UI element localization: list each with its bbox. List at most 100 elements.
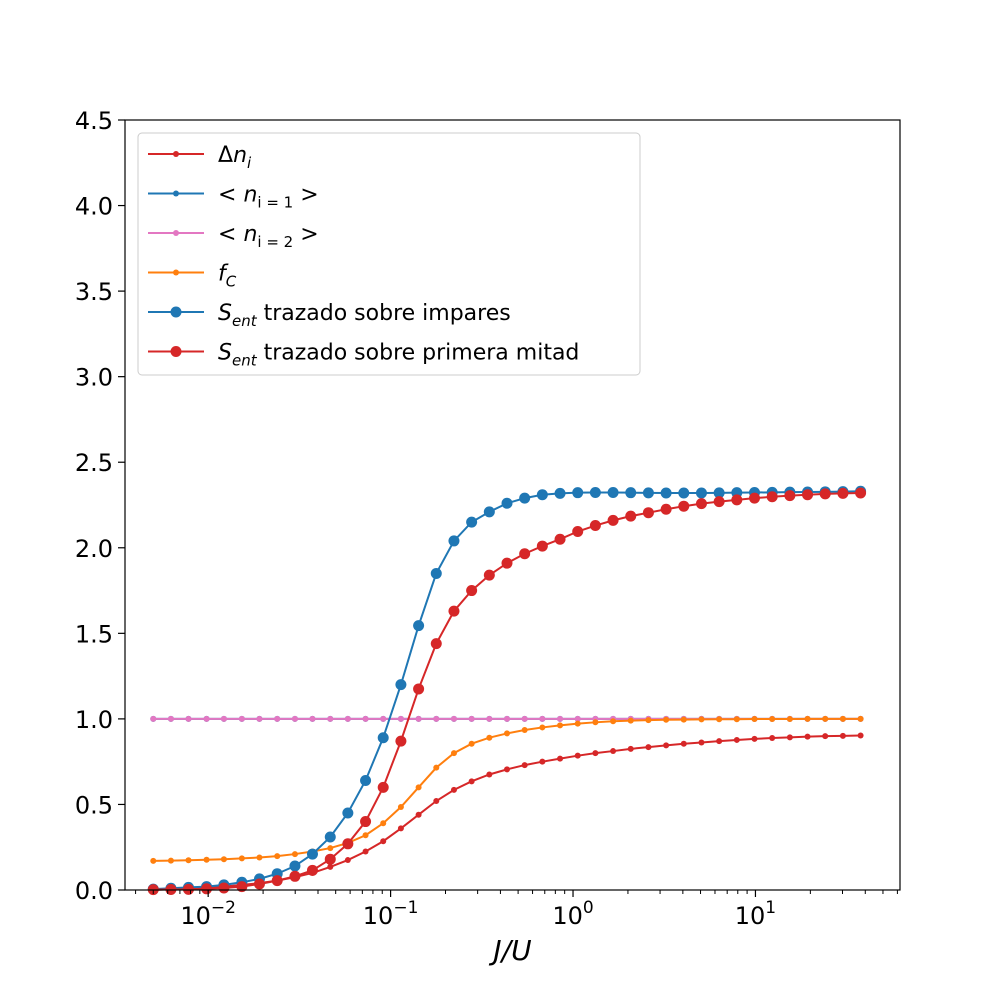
y-tick-label: 1.0 xyxy=(75,706,113,734)
data-point xyxy=(483,506,495,518)
legend-marker xyxy=(173,269,179,276)
legend-label: Δni xyxy=(218,143,252,172)
data-point xyxy=(786,716,793,723)
data-point xyxy=(324,831,336,843)
data-point xyxy=(413,683,425,695)
data-point xyxy=(733,736,740,743)
data-point xyxy=(360,816,372,828)
data-point xyxy=(822,715,829,722)
data-point xyxy=(642,487,654,499)
legend-box xyxy=(137,132,641,376)
y-tick-label: 1.5 xyxy=(75,620,113,648)
data-point xyxy=(360,774,372,786)
data-point xyxy=(769,735,776,742)
legend-marker xyxy=(170,346,182,357)
data-point xyxy=(607,487,619,499)
data-point xyxy=(306,864,318,876)
data-point xyxy=(450,750,457,757)
data-point xyxy=(236,881,248,893)
legend-marker xyxy=(173,230,179,236)
data-point xyxy=(344,857,351,864)
data-point xyxy=(415,715,422,722)
data-point xyxy=(344,715,351,722)
data-point xyxy=(324,853,336,865)
data-point xyxy=(450,786,457,793)
data-point xyxy=(380,715,387,722)
data-point xyxy=(309,715,316,722)
data-point xyxy=(786,734,793,741)
x-tick-label: 101 xyxy=(735,898,776,930)
data-point xyxy=(592,750,599,757)
data-point xyxy=(380,820,387,827)
data-point xyxy=(695,487,707,499)
data-point xyxy=(397,804,404,811)
data-point xyxy=(448,605,460,617)
x-axis: 10−2 10−1 100 101 xyxy=(135,890,898,930)
data-point xyxy=(607,514,619,526)
data-point xyxy=(504,766,510,773)
data-point xyxy=(574,715,581,722)
data-point xyxy=(483,569,495,581)
series-3 xyxy=(150,715,864,864)
data-point xyxy=(415,784,422,791)
data-point xyxy=(557,722,564,729)
data-point xyxy=(486,734,493,741)
data-point xyxy=(572,526,584,538)
data-point xyxy=(504,730,510,737)
data-point xyxy=(468,715,475,722)
data-point xyxy=(203,856,210,863)
data-point xyxy=(554,533,566,545)
y-tick-label: 3.5 xyxy=(75,278,113,306)
data-point xyxy=(271,875,283,887)
data-point xyxy=(342,838,354,850)
data-point xyxy=(185,857,192,864)
legend-marker xyxy=(173,151,179,157)
data-point xyxy=(395,735,407,747)
data-point xyxy=(642,507,654,519)
data-point xyxy=(713,487,725,499)
data-point xyxy=(663,716,670,723)
plot-frame xyxy=(124,119,901,891)
data-point xyxy=(574,752,581,759)
data-point xyxy=(769,716,776,723)
data-point xyxy=(557,755,564,762)
data-point xyxy=(450,715,457,722)
data-point xyxy=(306,848,318,860)
data-point xyxy=(466,516,478,528)
data-point xyxy=(289,860,301,872)
legend-label: Sent trazado sobre primera mitad xyxy=(218,341,579,370)
data-point xyxy=(182,883,194,895)
legend-entry-0: Δni xyxy=(148,143,252,172)
data-point xyxy=(627,745,634,752)
legend-entry-4: Sent trazado sobre impares xyxy=(148,301,511,330)
data-point xyxy=(536,489,548,501)
data-point xyxy=(256,715,263,722)
data-point xyxy=(660,503,672,515)
data-point xyxy=(362,832,369,839)
y-tick-label: 4.0 xyxy=(75,193,113,221)
data-point xyxy=(660,487,672,499)
data-point xyxy=(610,718,617,725)
data-point xyxy=(574,720,581,727)
data-point xyxy=(713,496,725,508)
x-axis-label: J/U xyxy=(488,934,531,967)
data-point xyxy=(256,854,263,861)
data-point xyxy=(501,497,513,509)
legend-marker xyxy=(170,306,182,318)
data-point xyxy=(625,510,637,522)
legend-entry-2: < ni = 2 > xyxy=(148,222,319,251)
data-point xyxy=(519,492,531,504)
data-point xyxy=(625,487,637,499)
data-point xyxy=(327,715,334,722)
data-point xyxy=(415,811,422,818)
legend-label: < ni = 2 > xyxy=(218,222,319,251)
legend-entry-1: < ni = 1 > xyxy=(148,183,319,212)
data-point xyxy=(539,758,546,765)
data-point xyxy=(395,679,407,691)
data-point xyxy=(698,739,705,746)
data-point xyxy=(433,715,440,722)
data-point xyxy=(397,825,404,832)
data-point xyxy=(397,715,404,722)
data-point xyxy=(167,857,174,864)
